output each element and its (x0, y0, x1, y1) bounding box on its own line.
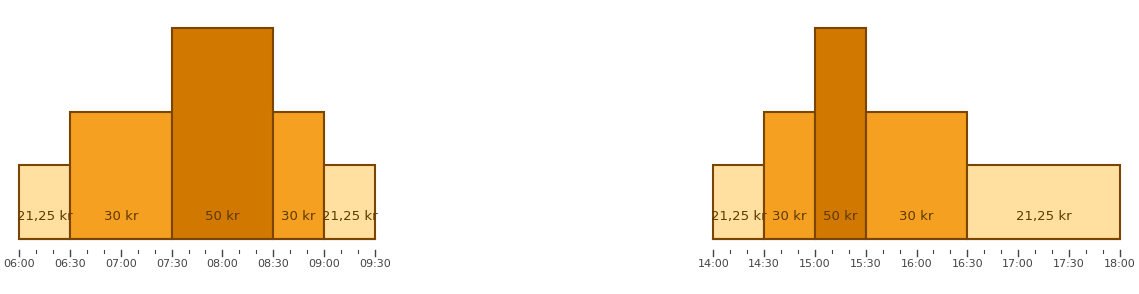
Text: 21,25 kr: 21,25 kr (1016, 210, 1072, 223)
Text: 21,25 kr: 21,25 kr (321, 210, 377, 223)
Text: 07:00: 07:00 (105, 259, 137, 269)
Text: 06:00: 06:00 (3, 259, 35, 269)
Text: 09:30: 09:30 (359, 259, 391, 269)
Text: 08:30: 08:30 (257, 259, 289, 269)
Text: 30 kr: 30 kr (104, 210, 138, 223)
Bar (172, 28, 273, 239)
Text: 50 kr: 50 kr (205, 210, 239, 223)
Text: 06:30: 06:30 (55, 259, 85, 269)
Bar (866, 112, 967, 239)
Bar (273, 112, 323, 239)
Bar (814, 28, 866, 239)
Text: 30 kr: 30 kr (900, 210, 934, 223)
Text: 15:00: 15:00 (800, 259, 830, 269)
Text: 08:00: 08:00 (206, 259, 238, 269)
Text: 15:30: 15:30 (850, 259, 882, 269)
Bar (967, 165, 1120, 239)
Text: 21,25 kr: 21,25 kr (17, 210, 73, 223)
Text: 14:30: 14:30 (748, 259, 780, 269)
Text: 09:00: 09:00 (309, 259, 339, 269)
Text: 21,25 kr: 21,25 kr (711, 210, 767, 223)
Text: 16:00: 16:00 (901, 259, 933, 269)
Bar (323, 165, 375, 239)
Bar (764, 112, 814, 239)
Text: 14:00: 14:00 (697, 259, 729, 269)
Text: 07:30: 07:30 (156, 259, 188, 269)
Text: 17:00: 17:00 (1002, 259, 1034, 269)
Text: 17:30: 17:30 (1052, 259, 1084, 269)
Bar (19, 165, 71, 239)
Bar (71, 112, 172, 239)
Text: 50 kr: 50 kr (823, 210, 858, 223)
Text: 16:30: 16:30 (951, 259, 983, 269)
Bar (713, 165, 764, 239)
Text: 18:00: 18:00 (1104, 259, 1136, 269)
Text: 30 kr: 30 kr (772, 210, 806, 223)
Text: 30 kr: 30 kr (281, 210, 316, 223)
